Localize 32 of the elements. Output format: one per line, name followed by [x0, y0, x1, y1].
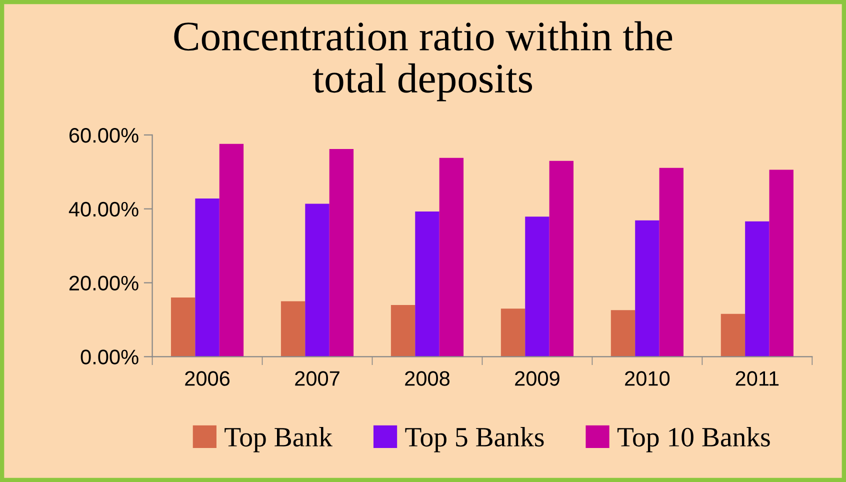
- x-tick-label: 2009: [515, 371, 560, 386]
- x-tick-label: 2008: [405, 371, 450, 386]
- bar: [720, 314, 746, 357]
- x-tick-label: 2007: [295, 371, 340, 386]
- bar: [305, 204, 330, 357]
- bar: [329, 149, 354, 357]
- legend-label: Top 5 Banks: [405, 427, 544, 452]
- chart-title: Concentration ratio within the total deposits: [174, 21, 672, 102]
- bar: [659, 168, 684, 357]
- bar: [769, 170, 794, 357]
- bar: [280, 301, 306, 357]
- bar: [390, 304, 416, 357]
- y-tick-label: 40.00%: [68, 202, 138, 217]
- x-tick-label: 2006: [185, 371, 230, 386]
- y-tick-label: 20.00%: [69, 276, 138, 291]
- bar: [170, 298, 196, 357]
- bar: [745, 221, 770, 357]
- bar: [635, 220, 660, 357]
- bar: [415, 211, 440, 357]
- y-tick-label: 0.00%: [80, 350, 138, 364]
- x-tick-label: 2010: [625, 371, 670, 386]
- y-tick-label: 60.00%: [69, 128, 138, 143]
- legend-label: Top 10 Banks: [617, 427, 770, 452]
- bar: [610, 310, 636, 357]
- bar: [500, 308, 526, 357]
- bar: [439, 158, 464, 357]
- x-tick-label: 2011: [736, 371, 779, 386]
- bar: [525, 216, 550, 357]
- bar: [549, 160, 574, 357]
- legend-label: Top Bank: [224, 427, 332, 452]
- bar: [219, 144, 244, 357]
- bar: [195, 198, 220, 357]
